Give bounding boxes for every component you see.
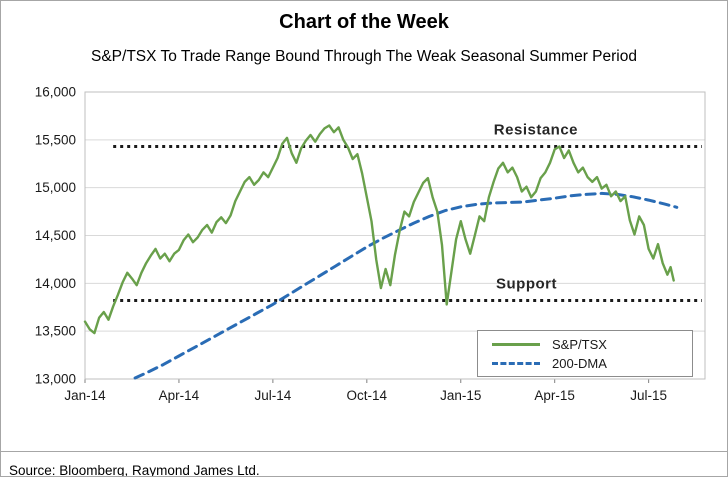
chart-panel: Chart of the Week S&P/TSX To Trade Range… (1, 11, 727, 452)
page-title: Chart of the Week (279, 11, 449, 33)
plot-border (84, 91, 706, 380)
x-axis-tick-label: Jan-14 (64, 388, 106, 403)
y-axis-tick-label: 14,000 (35, 276, 76, 291)
sp-tsx-series-line (83, 124, 675, 335)
y-axis-tick-label: 13,000 (35, 372, 76, 387)
source-note: Source: Bloomberg, Raymond James Ltd. (9, 463, 260, 477)
legend-label-sp-tsx: S&P/TSX (552, 336, 607, 352)
x-axis-tick-label: Jul-14 (254, 388, 291, 403)
y-axis-tick-label: 15,000 (35, 180, 76, 195)
sp-tsx-line-sample (492, 342, 540, 346)
chart-subtitle: S&P/TSX To Trade Range Bound Through The… (91, 48, 637, 65)
chart: 13,000 13,500 14,000 14,500 15,000 15,500 16,0… (5, 82, 723, 416)
chart-legend: S&P/TSX 200-DMA (477, 330, 693, 377)
y-axis-tick-label: 16,000 (35, 85, 76, 100)
support-label: Support (496, 276, 557, 293)
dma-series-line (133, 191, 679, 380)
legend-label-200dma: 200-DMA (552, 355, 607, 371)
x-axis-tick-label: Oct-14 (347, 388, 388, 403)
resistance-label: Resistance (494, 122, 578, 139)
line-chart: 13,000 13,500 14,000 14,500 15,000 15,500 16,0… (35, 85, 706, 403)
x-axis-tick-label: Apr-15 (534, 388, 575, 403)
y-axis-tick-label: 14,500 (35, 228, 76, 243)
y-axis-tick-label: 15,500 (35, 132, 76, 147)
x-axis-tick-label: Apr-14 (159, 388, 200, 403)
legend-item-sp-tsx: S&P/TSX (492, 337, 678, 352)
x-axis-tick-label: Jan-15 (440, 388, 481, 403)
x-axis-tick-label: Jul-15 (630, 388, 667, 403)
y-axis-tick-label: 13,500 (35, 324, 76, 339)
dma-line-sample (492, 361, 540, 365)
legend-item-200dma: 200-DMA (492, 356, 678, 371)
